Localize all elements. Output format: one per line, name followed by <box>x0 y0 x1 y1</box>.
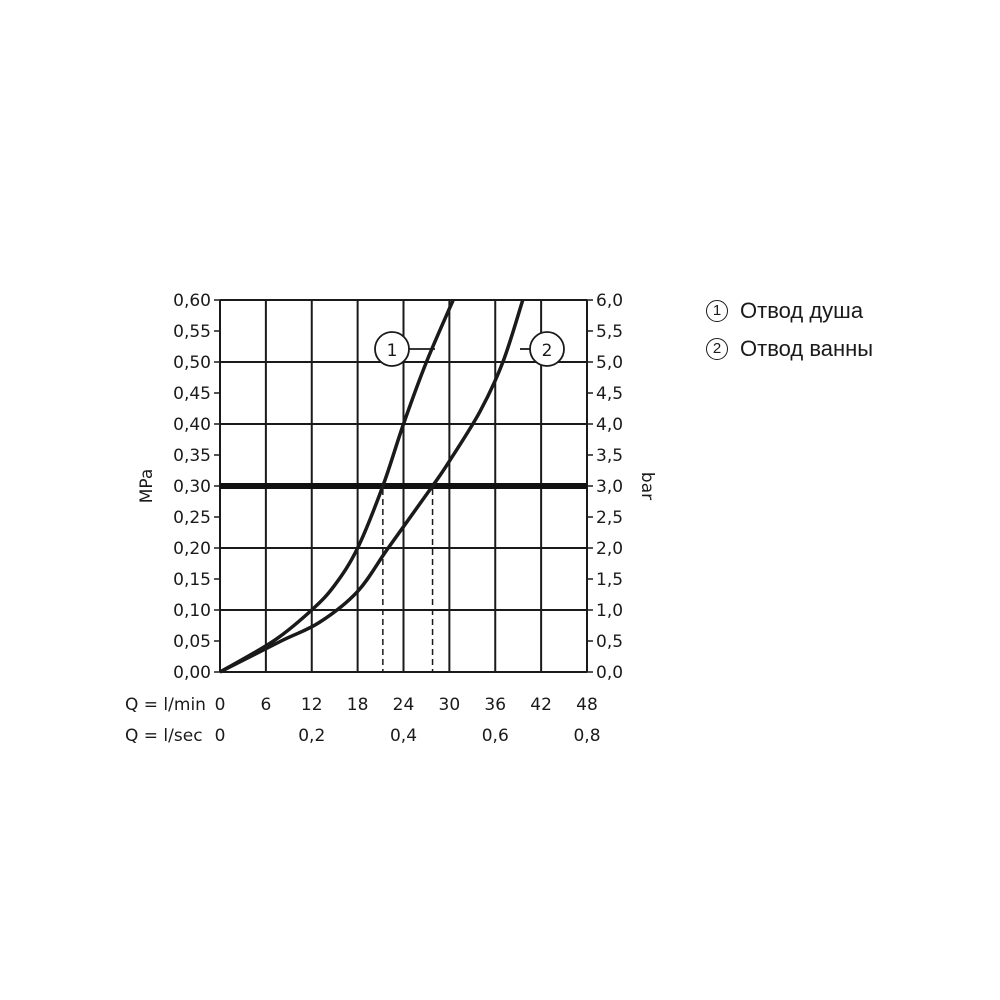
y-tick-label-right: 2,5 <box>596 508 623 528</box>
legend-label-2: Отвод ванны <box>740 336 874 361</box>
y-tick-label-left: 0,55 <box>173 322 211 342</box>
curve-2 <box>219 299 525 674</box>
x-tick-label-lmin: 12 <box>301 695 323 715</box>
x-tick-label-lsec: 0,4 <box>390 726 417 746</box>
callout-circle-2 <box>529 331 565 367</box>
callout-label-1: 1 <box>387 341 398 361</box>
y-tick-label-right: 1,0 <box>596 601 623 621</box>
x-row-label-lmin: Q = l/min <box>125 695 206 715</box>
callout-label-2: 2 <box>542 341 553 361</box>
y-tick-label-right: 0,5 <box>596 632 623 652</box>
y-tick-label-left: 0,45 <box>173 384 211 404</box>
x-tick-label-lmin: 24 <box>393 695 415 715</box>
x-row-label-lsec: Q = l/sec <box>125 726 203 746</box>
y-tick-label-right: 4,0 <box>596 415 623 435</box>
y-tick-label-right: 5,5 <box>596 322 623 342</box>
y-tick-label-left: 0,35 <box>173 446 211 466</box>
y-tick-label-right: 2,0 <box>596 539 623 559</box>
legend-marker-2: 2 <box>706 338 728 360</box>
y-tick-label-right: 6,0 <box>596 291 623 311</box>
y-tick-label-left: 0,30 <box>173 477 211 497</box>
y-tick-label-left: 0,60 <box>173 291 211 311</box>
y-tick-label-right: 4,5 <box>596 384 623 404</box>
x-tick-label-lmin: 42 <box>530 695 552 715</box>
curve-1 <box>219 299 455 674</box>
legend-marker-1: 1 <box>706 300 728 322</box>
x-tick-label-lsec: 0,2 <box>298 726 325 746</box>
y-tick-label-left: 0,20 <box>173 539 211 559</box>
x-tick-label-lmin: 0 <box>215 695 226 715</box>
y-tick-label-right: 5,0 <box>596 353 623 373</box>
callout-circle-1 <box>374 331 410 367</box>
y-tick-label-left: 0,15 <box>173 570 211 590</box>
legend-item-2: 2 Отвод ванны <box>706 330 873 368</box>
y-tick-label-right: 0,0 <box>596 663 623 683</box>
x-tick-label-lsec: 0,8 <box>573 726 600 746</box>
curves <box>219 299 525 674</box>
y-tick-label-left: 0,05 <box>173 632 211 652</box>
y-tick-label-right: 3,5 <box>596 446 623 466</box>
y-tick-label-left: 0,40 <box>173 415 211 435</box>
x-tick-label-lmin: 18 <box>347 695 369 715</box>
legend: 1 Отвод душа 2 Отвод ванны <box>706 292 873 368</box>
x-tick-label-lmin: 30 <box>439 695 461 715</box>
y-tick-label-left: 0,50 <box>173 353 211 373</box>
y-axis-left-title: MPa <box>137 469 157 504</box>
y-tick-label-left: 0,25 <box>173 508 211 528</box>
y-axis-right-title: bar <box>637 472 657 500</box>
drop-lines <box>382 489 434 672</box>
x-tick-label-lmin: 6 <box>260 695 271 715</box>
x-ticks: 0 6 12 18 24 30 36 42 48 0 0,2 0,4 0,6 0,8 <box>215 695 601 746</box>
y-tick-label-left: 0,00 <box>173 663 211 683</box>
x-tick-label-lsec: 0,6 <box>482 726 509 746</box>
x-tick-label-lmin: 48 <box>576 695 598 715</box>
y-tick-label-right: 3,0 <box>596 477 623 497</box>
x-tick-label-lsec: 0 <box>215 726 226 746</box>
y-tick-label-right: 1,5 <box>596 570 623 590</box>
legend-label-1: Отвод душа <box>740 298 864 323</box>
y-ticks-right: 0,0 0,5 1,0 1,5 2,0 2,5 3,0 3,5 4,0 4,5 5,0 5,5 6,0 <box>596 291 623 683</box>
legend-item-1: 1 Отвод душа <box>706 292 873 330</box>
x-tick-label-lmin: 36 <box>484 695 506 715</box>
y-tick-label-left: 0,10 <box>173 601 211 621</box>
y-ticks-left: 0,00 0,05 0,10 0,15 0,20 0,25 0,30 0,35 0,40 0,45… <box>173 291 211 683</box>
